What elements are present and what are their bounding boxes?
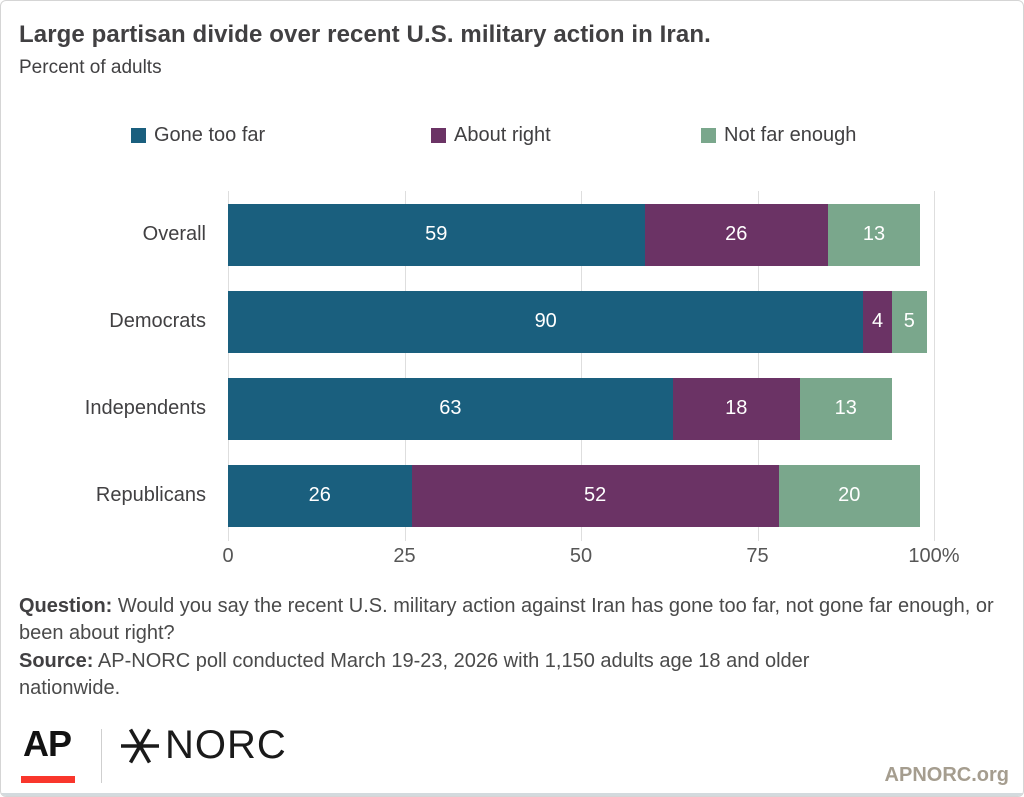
- bar-value-label: 20: [838, 484, 861, 506]
- bar-track: 26 52 20: [228, 464, 934, 527]
- bar-segment: 26: [228, 464, 412, 527]
- bar-segment: 90: [228, 290, 864, 353]
- legend-label: Not far enough: [724, 124, 857, 146]
- norc-logo-text: NORC: [165, 723, 287, 767]
- legend-item: About right: [431, 124, 551, 147]
- bar-track: 63 18 13: [228, 377, 934, 440]
- legend-label: About right: [454, 124, 551, 146]
- bar-value-label: 13: [834, 397, 857, 419]
- bar-value-label: 18: [725, 397, 748, 419]
- x-tick-label: 25: [393, 545, 416, 567]
- gridlines: [228, 191, 935, 541]
- category-label: Republicans: [95, 484, 206, 506]
- bar-value-label: 5: [903, 310, 915, 332]
- bar-row: Independents 63 18 13: [1, 365, 1023, 452]
- bar-segment: 52: [411, 464, 779, 527]
- footer: AP NORC APNORC.org: [1, 715, 1023, 795]
- question-note: Question: Would you say the recent U.S. …: [19, 593, 1009, 647]
- page-subtitle: Percent of adults: [19, 57, 162, 78]
- x-tick-label: 75: [746, 545, 769, 567]
- bar-value-label: 13: [862, 223, 886, 245]
- gridline: [404, 191, 406, 541]
- bar-segment: 13: [799, 377, 892, 440]
- bar-segment: 63: [228, 377, 673, 440]
- bar-value-label: 59: [425, 223, 448, 245]
- legend-swatch-icon: [431, 128, 446, 143]
- bar-value-label: 63: [439, 397, 462, 419]
- bar-segment: 20: [778, 464, 920, 527]
- gridline: [757, 191, 759, 541]
- bar-value-label: 90: [534, 310, 557, 332]
- bottom-edge-bar: [1, 793, 1023, 796]
- x-tick-label: 0: [222, 545, 234, 567]
- bar-segment: 13: [828, 203, 920, 266]
- question-label: Question:: [19, 595, 113, 617]
- source-label: Source:: [19, 650, 94, 672]
- bar-row: Democrats 90 4 5: [1, 278, 1023, 365]
- stacked-bar-chart: Overall 59 26 13 Democrats 90 4 5 Independents 63…: [1, 191, 1023, 541]
- bar-segment: 26: [644, 203, 829, 266]
- bar-segment: 59: [228, 203, 645, 266]
- bar-segment: 4: [863, 290, 892, 353]
- category-label: Independents: [84, 397, 206, 419]
- source-note: Source: AP-NORC poll conducted March 19-…: [19, 648, 897, 702]
- bar-value-label: 4: [871, 310, 884, 332]
- category-label: Democrats: [109, 310, 206, 332]
- bar-row: Overall 59 26 13: [1, 191, 1023, 278]
- gridline: [228, 191, 229, 541]
- footer-divider: [101, 729, 102, 783]
- bar-value-label: 26: [308, 484, 331, 506]
- source-text: AP-NORC poll conducted March 19-23, 2026…: [19, 650, 810, 699]
- site-link: APNORC.org: [884, 764, 1009, 786]
- legend-swatch-icon: [701, 128, 716, 143]
- legend-item: Not far enough: [701, 124, 856, 147]
- x-tick-label: 50: [569, 545, 593, 567]
- x-tick-label: 100%: [908, 545, 960, 567]
- bar-value-label: 26: [725, 223, 748, 245]
- bar-value-label: 52: [583, 484, 607, 506]
- norc-logo: NORC: [119, 723, 287, 768]
- legend-label: Gone too far: [154, 124, 266, 146]
- bar-track: 59 26 13: [228, 203, 934, 266]
- chart-legend: Gone too far About right Not far enough: [1, 124, 1023, 152]
- gridline: [581, 191, 582, 541]
- bar-segment: 5: [891, 290, 927, 353]
- x-axis: 0 25 50 75 100%: [222, 545, 959, 577]
- gridline: [934, 191, 935, 541]
- question-text: Would you say the recent U.S. military a…: [19, 595, 994, 644]
- bar-row: Republicans 26 52 20: [1, 452, 1023, 539]
- category-label: Overall: [142, 223, 206, 245]
- notes-block: Question: Would you say the recent U.S. …: [19, 593, 1009, 702]
- norc-star-icon: [121, 728, 159, 763]
- legend-item: Gone too far: [131, 124, 265, 147]
- bar-segment: 18: [672, 377, 800, 440]
- bar-rows: Overall 59 26 13 Democrats 90 4 5 Independents 63…: [1, 191, 1023, 541]
- bar-track: 90 4 5: [228, 290, 934, 353]
- ap-logo-red-underline: [21, 776, 75, 783]
- legend-swatch-icon: [131, 128, 146, 143]
- ap-logo: AP: [23, 723, 72, 764]
- page-title: Large partisan divide over recent U.S. m…: [19, 21, 711, 48]
